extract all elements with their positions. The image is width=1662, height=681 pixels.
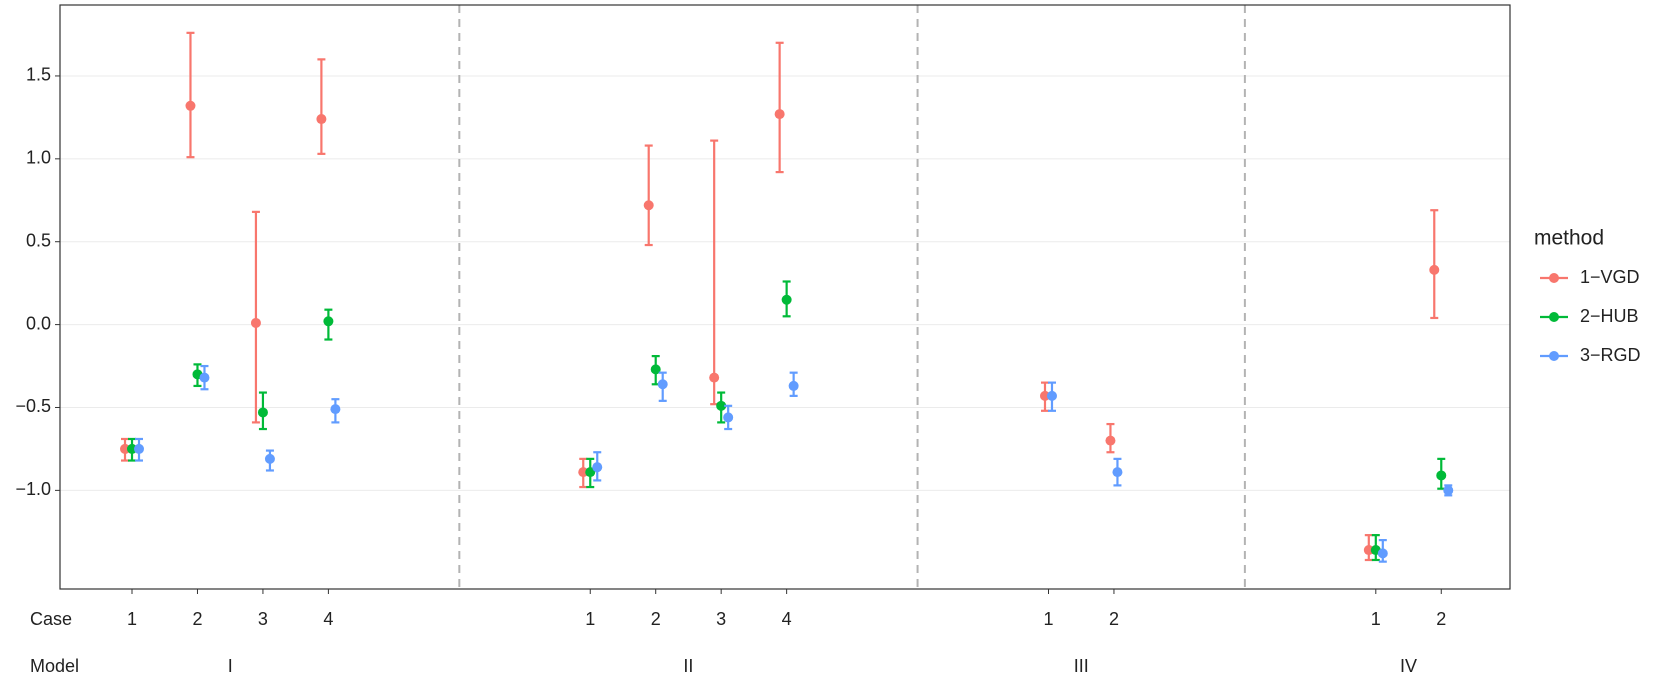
point	[1112, 467, 1123, 478]
point	[1363, 545, 1374, 556]
point	[1436, 470, 1447, 481]
case-label: 2	[1109, 609, 1119, 629]
legend-key-point	[1549, 273, 1559, 283]
point	[781, 294, 792, 305]
legend-label: 2−HUB	[1580, 306, 1639, 326]
error-bar	[644, 144, 653, 247]
y-tick-label: 1.0	[26, 148, 51, 168]
y-tick-label: −1.0	[15, 479, 51, 499]
point	[1443, 485, 1454, 496]
point	[723, 412, 734, 423]
legend-label: 3−RGD	[1580, 345, 1641, 365]
point	[774, 109, 785, 120]
point	[1105, 435, 1116, 446]
y-tick-label: −0.5	[15, 396, 51, 416]
model-label: III	[1074, 656, 1089, 676]
point	[257, 407, 268, 418]
point	[709, 372, 720, 383]
model-label: II	[683, 656, 693, 676]
point	[657, 379, 668, 390]
error-bar	[186, 31, 195, 159]
point	[716, 400, 727, 411]
x-axis-label: Model	[30, 656, 79, 676]
case-label: 1	[127, 609, 137, 629]
y-tick-label: 1.5	[26, 65, 51, 85]
error-bar	[251, 210, 260, 424]
point	[643, 200, 654, 211]
point	[592, 462, 603, 473]
point	[330, 404, 341, 415]
point	[323, 316, 334, 327]
point	[1429, 264, 1440, 275]
point	[185, 100, 196, 111]
legend-key-point	[1549, 312, 1559, 322]
case-label: 1	[1043, 609, 1053, 629]
point	[316, 114, 327, 125]
case-label: 2	[651, 609, 661, 629]
error-bar	[775, 41, 784, 174]
case-label: 3	[258, 609, 268, 629]
point	[199, 372, 210, 383]
point	[1046, 390, 1057, 401]
legend-label: 1−VGD	[1580, 267, 1640, 287]
case-label: 1	[585, 609, 595, 629]
point	[250, 317, 261, 328]
point	[585, 467, 596, 478]
case-label: 4	[323, 609, 333, 629]
point	[1039, 390, 1050, 401]
case-label: 2	[192, 609, 202, 629]
plot-border	[59, 4, 1511, 590]
point	[127, 443, 138, 454]
error-bar	[1430, 209, 1439, 320]
case-label: 4	[782, 609, 792, 629]
case-label: 2	[1436, 609, 1446, 629]
case-label: 1	[1371, 609, 1381, 629]
point	[788, 380, 799, 391]
y-tick-label: 0.5	[26, 230, 51, 250]
legend-key-point	[1549, 351, 1559, 361]
model-label: IV	[1400, 656, 1417, 676]
point	[578, 467, 589, 478]
model-label: I	[228, 656, 233, 676]
error-bar	[317, 58, 326, 155]
point	[264, 453, 275, 464]
y-tick-label: 0.0	[26, 313, 51, 333]
x-axis-label: Case	[30, 609, 72, 629]
legend-title: method	[1534, 227, 1604, 250]
point	[1377, 548, 1388, 559]
point	[134, 443, 145, 454]
point	[650, 364, 661, 375]
point	[120, 443, 131, 454]
case-label: 3	[716, 609, 726, 629]
